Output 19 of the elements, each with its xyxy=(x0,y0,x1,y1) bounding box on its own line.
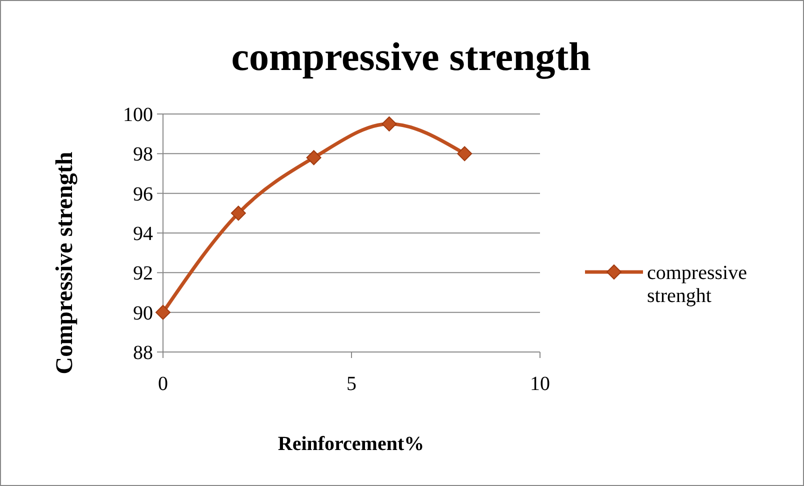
point xyxy=(457,146,472,162)
x-tick-label: 10 xyxy=(530,373,550,395)
chart-title: compressive strength xyxy=(231,34,591,79)
point xyxy=(382,116,397,132)
y-tick-label: 92 xyxy=(133,262,153,285)
y-axis-title: Compressive strength xyxy=(52,152,78,374)
y-tick-label: 88 xyxy=(133,342,153,364)
y-tick-label: 96 xyxy=(133,183,153,206)
point xyxy=(156,304,170,320)
y-tick-label: 94 xyxy=(133,223,153,245)
y-tick-label: 98 xyxy=(133,144,153,166)
x-axis-title: Reinforcement% xyxy=(278,433,424,455)
y-tick-label: 90 xyxy=(133,302,153,324)
y-tick-label: 100 xyxy=(123,104,153,126)
point xyxy=(306,150,322,166)
legend-label: compressive strenght xyxy=(647,262,748,307)
x-tick-label: 0 xyxy=(158,373,168,395)
point xyxy=(230,206,246,221)
x-tick-label: 5 xyxy=(346,373,356,395)
